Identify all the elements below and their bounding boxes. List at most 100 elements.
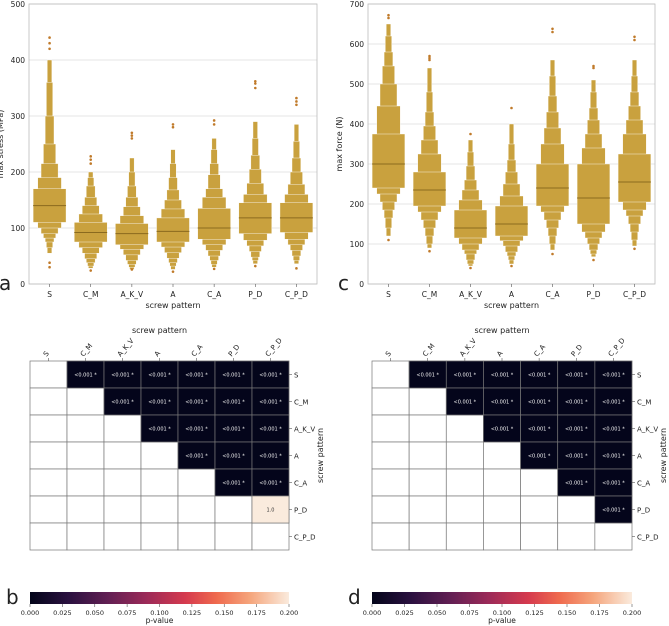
x-tick-label: S xyxy=(386,290,391,299)
y-tick-label: 400 xyxy=(11,56,26,65)
heatmap-empty-cell xyxy=(214,522,253,551)
heatmap-empty-cell xyxy=(445,441,484,470)
heatmap-empty-cell xyxy=(445,495,484,524)
heatmap-cell xyxy=(594,387,633,416)
panel-letter: a xyxy=(0,271,11,295)
column-label: A_K_V xyxy=(116,337,136,359)
outlier-point xyxy=(592,258,595,262)
heatmap-cell xyxy=(557,360,596,389)
boxen-box-P_D xyxy=(576,163,611,225)
heatmap-cell-label: <0.001 * xyxy=(259,481,282,487)
y-tick-label: 300 xyxy=(11,112,26,121)
heatmap-empty-cell xyxy=(29,468,68,497)
heatmap-cell xyxy=(520,414,559,443)
heatmap-empty-cell xyxy=(29,495,68,524)
outlier-point xyxy=(171,125,175,129)
colorbar-tick-label: 0.150 xyxy=(215,609,234,617)
heatmap-cell xyxy=(408,360,447,389)
heatmap-empty-cell xyxy=(445,522,484,551)
heatmap-empty-cell xyxy=(557,522,596,551)
heatmap-empty-cell xyxy=(445,468,484,497)
boxen-box-C_M xyxy=(412,171,447,207)
row-label: C_P_D xyxy=(637,534,659,542)
x-axis-label: screw pattern xyxy=(484,301,539,310)
outlier-point xyxy=(428,56,431,60)
heatmap-empty-cell xyxy=(483,495,521,524)
heatmap-cell-label: <0.001 * xyxy=(528,400,551,406)
column-label: C_P_D xyxy=(264,337,284,359)
column-label: S xyxy=(42,349,51,358)
heatmap-cell-label: <0.001 * xyxy=(222,454,245,460)
outlier-point xyxy=(295,267,298,270)
heatmap-cell-label: <0.001 * xyxy=(259,454,282,460)
heatmap-empty-cell xyxy=(520,495,559,524)
heatmap-cell xyxy=(140,387,179,416)
y-tick-label: 700 xyxy=(350,0,365,9)
heatmap-empty-cell xyxy=(408,522,447,551)
x-tick-label: S xyxy=(47,290,52,299)
heatmap-cell-label: <0.001 * xyxy=(148,427,171,433)
outlier-point xyxy=(48,261,51,265)
heatmap-cell-label: <0.001 * xyxy=(111,373,134,379)
heatmap-empty-cell xyxy=(29,414,68,443)
column-label: C_A xyxy=(190,343,205,358)
outlier-point xyxy=(551,30,554,34)
outlier-point xyxy=(253,79,257,83)
heatmap-empty-cell xyxy=(66,522,105,551)
heatmap-empty-cell xyxy=(408,495,447,524)
heatmap-empty-cell xyxy=(140,522,179,551)
heatmap-cell-label: <0.001 * xyxy=(185,400,208,406)
outlier-point xyxy=(295,100,298,103)
outlier-point xyxy=(89,162,93,165)
y-tick-label: 500 xyxy=(11,0,26,9)
heatmap-empty-cell xyxy=(140,468,179,497)
row-label: C_M xyxy=(637,399,651,407)
heatmap-empty-cell xyxy=(371,441,410,470)
heatmap-cell-label: <0.001 * xyxy=(222,427,245,433)
heatmap-cell-label: <0.001 * xyxy=(528,454,551,460)
heatmap-cell xyxy=(483,387,521,416)
row-label: S xyxy=(637,372,642,380)
heatmap-cell-label: <0.001 * xyxy=(602,373,625,379)
heatmap-empty-cell xyxy=(29,522,68,551)
outlier-point xyxy=(428,249,431,253)
colorbar xyxy=(372,592,632,604)
colorbar-tick-label: 0.175 xyxy=(247,609,266,617)
outlier-point xyxy=(387,16,390,20)
heatmap-empty-cell xyxy=(371,522,410,551)
colorbar-tick-label: 0.075 xyxy=(460,609,479,617)
panel-a: 0 100 200 300 400 500 S C_M A_K_V A C_A P_D C_P_Dscr… xyxy=(0,0,318,310)
x-tick-label: C_P_D xyxy=(623,290,646,299)
boxen-box-C_A xyxy=(197,208,231,240)
heatmap-empty-cell xyxy=(371,387,410,416)
heatmap-empty-cell xyxy=(66,387,105,416)
x-tick-label: P_D xyxy=(248,290,262,299)
heatmap-cell-label: <0.001 * xyxy=(565,400,588,406)
heatmap-cell-label: <0.001 * xyxy=(528,373,551,379)
row-label: A xyxy=(637,453,642,461)
y-axis-label: max stress (MPa) xyxy=(0,110,5,179)
heatmap-empty-cell xyxy=(103,522,142,551)
row-label: A_K_V xyxy=(294,426,315,434)
heatmap-cell xyxy=(594,468,633,497)
outlier-point xyxy=(171,123,175,126)
outlier-point xyxy=(253,264,257,268)
x-tick-label: A xyxy=(509,290,515,299)
colorbar-tick-label: 0.200 xyxy=(280,609,299,617)
column-label: A xyxy=(495,349,504,358)
heatmap-empty-cell xyxy=(140,495,179,524)
heatmap-cell xyxy=(520,441,559,470)
heatmap-cell-label: <0.001 * xyxy=(491,400,514,406)
outlier-point xyxy=(295,103,298,107)
heatmap-cell-label: <0.001 * xyxy=(259,373,282,379)
colorbar xyxy=(30,592,289,604)
y-tick-label: 200 xyxy=(350,200,365,209)
heatmap-cell-label: <0.001 * xyxy=(602,481,625,487)
outlier-point xyxy=(633,35,636,39)
heatmap-empty-cell xyxy=(66,414,105,443)
outlier-point xyxy=(48,41,51,45)
outlier-point xyxy=(551,27,554,31)
heatmap-cell-label: <0.001 * xyxy=(148,400,171,406)
boxen-box-A xyxy=(494,205,529,237)
